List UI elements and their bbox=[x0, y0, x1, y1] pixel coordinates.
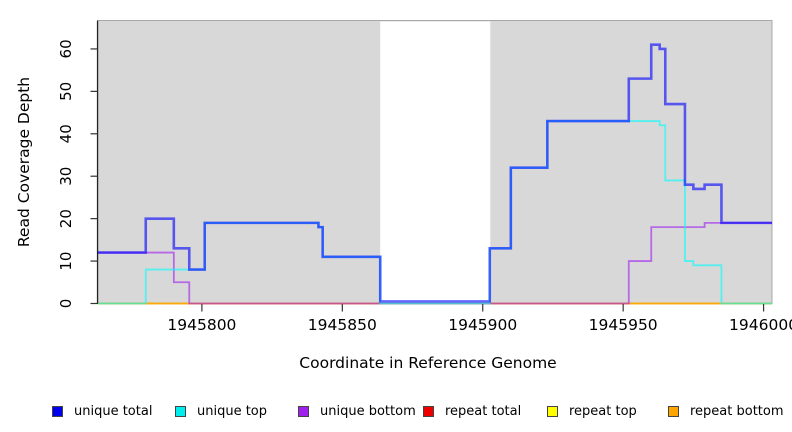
x-tick-label: 1945850 bbox=[308, 316, 377, 334]
legend-item: unique top bbox=[175, 403, 267, 420]
x-tick-label: 1945800 bbox=[167, 316, 236, 334]
y-tick-label: 10 bbox=[57, 252, 75, 271]
series-lines bbox=[98, 43, 772, 305]
legend-item: unique total bbox=[52, 403, 152, 420]
legend-swatch-unique-bottom bbox=[298, 406, 309, 417]
x-tick-label: 1945950 bbox=[589, 316, 658, 334]
legend-label: unique total bbox=[74, 404, 153, 419]
x-tick-label: 1946000 bbox=[729, 316, 792, 334]
legend-item: repeat bottom bbox=[668, 403, 784, 420]
legend-swatch-repeat-total bbox=[423, 406, 434, 417]
legend-label: unique bottom bbox=[320, 404, 416, 419]
legend-item: unique bottom bbox=[298, 403, 416, 420]
series-line-unique-bottom bbox=[98, 221, 772, 305]
y-tick-label: 30 bbox=[57, 167, 75, 186]
y-tick-label: 40 bbox=[57, 124, 75, 143]
legend-label: unique top bbox=[197, 404, 268, 419]
legend-swatch-unique-top bbox=[175, 406, 186, 417]
y-axis-title: Read Coverage Depth bbox=[15, 77, 33, 247]
plot-legend: unique total unique top unique bottom re… bbox=[0, 0, 792, 419]
y-tick-label: 50 bbox=[57, 82, 75, 101]
legend-label: repeat total bbox=[445, 404, 522, 419]
legend-item: repeat total bbox=[423, 403, 521, 420]
y-tick-label: 60 bbox=[57, 39, 75, 58]
x-axis-title: Coordinate in Reference Genome bbox=[299, 354, 556, 372]
legend-swatch-unique-total bbox=[52, 406, 63, 417]
series-line-unique-total bbox=[98, 43, 772, 303]
y-tick-label: 0 bbox=[57, 299, 75, 309]
legend-swatch-repeat-top bbox=[547, 406, 558, 417]
x-tick-label: 1945900 bbox=[448, 316, 517, 334]
legend-item: repeat top bbox=[547, 403, 637, 420]
legend-label: repeat bottom bbox=[690, 404, 784, 419]
legend-swatch-repeat-bottom bbox=[668, 406, 679, 417]
y-tick-label: 20 bbox=[57, 209, 75, 228]
legend-label: repeat top bbox=[569, 404, 637, 419]
masked-region bbox=[380, 21, 491, 304]
